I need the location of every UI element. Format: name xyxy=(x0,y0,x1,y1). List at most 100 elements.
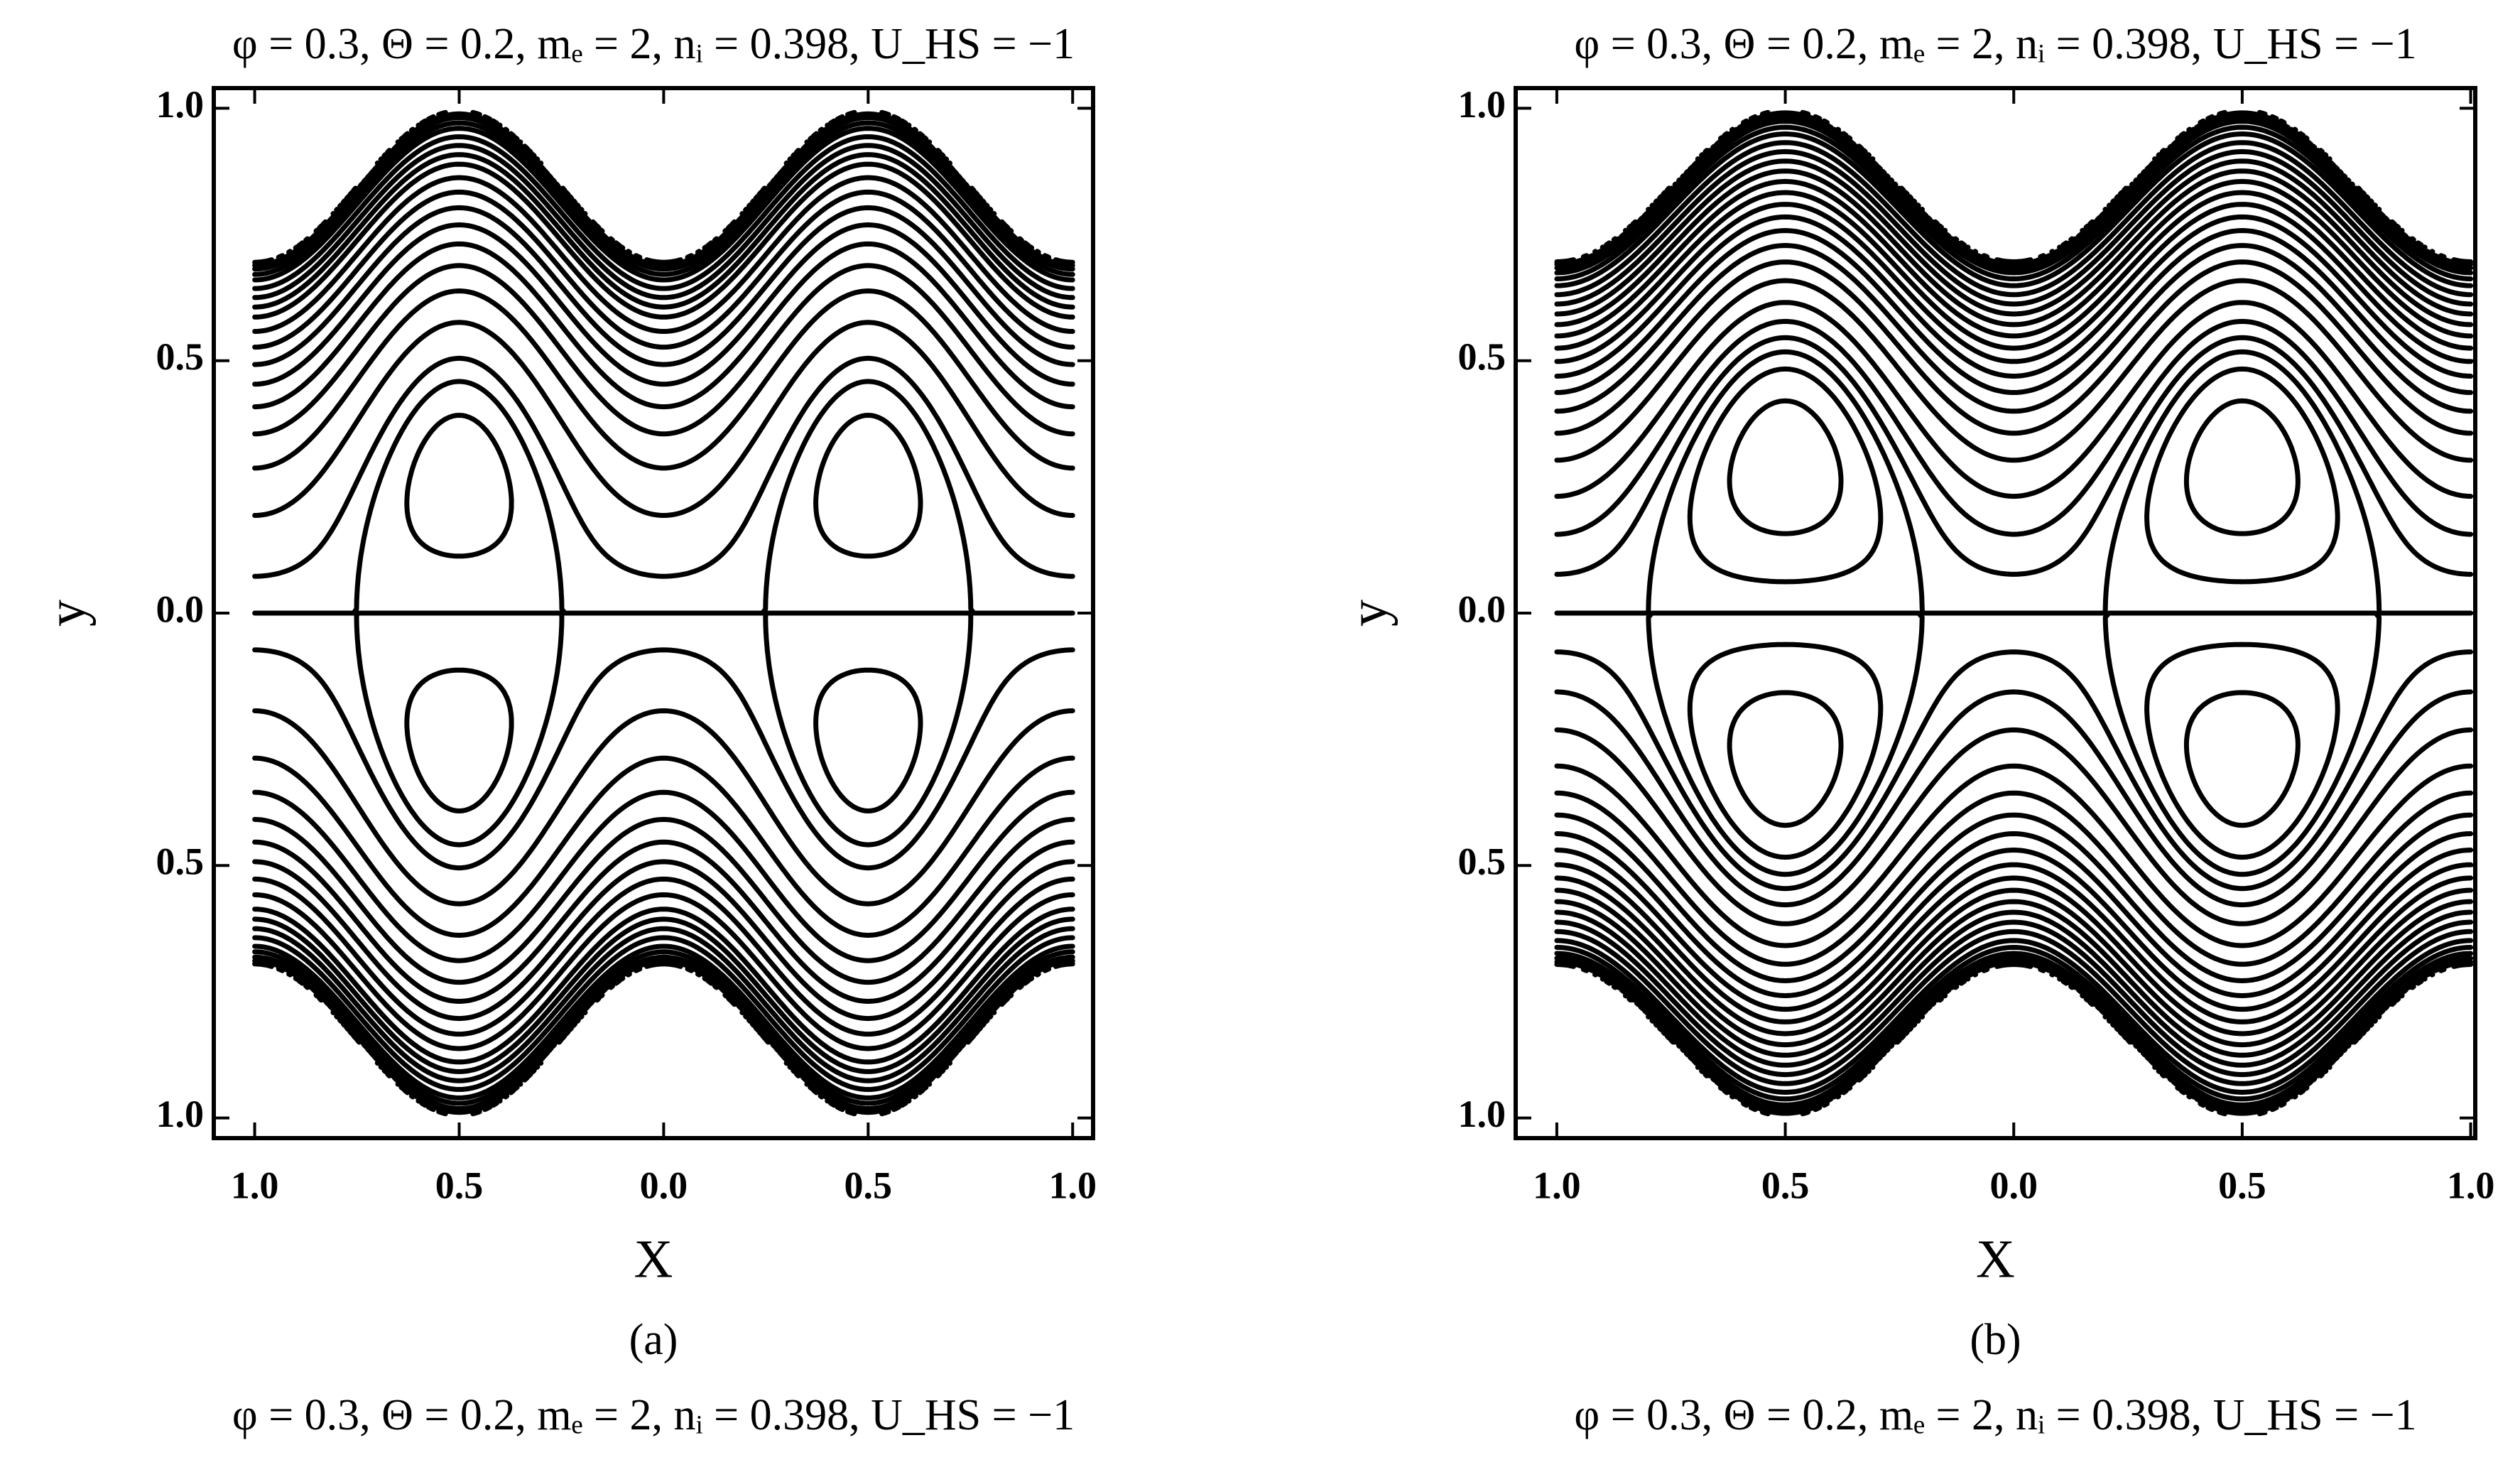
contour-line xyxy=(252,755,1075,938)
contour-line xyxy=(252,859,1075,1022)
contour-line xyxy=(1554,812,2474,983)
contour-line xyxy=(1554,131,2474,288)
contour-line xyxy=(252,134,1075,291)
contour-line xyxy=(252,926,1075,1083)
x-tick-label: 0.0 xyxy=(1989,1164,2038,1206)
panel: φ = 0.3, Θ = 0.2, mₑ = 2, nᵢ = 0.398, U_… xyxy=(36,20,1097,1439)
x-tick-label: 0.5 xyxy=(2218,1164,2266,1206)
y-tick-label: 1.0 xyxy=(1458,83,1506,126)
contour-line xyxy=(252,152,1075,310)
contour-line xyxy=(252,288,1075,471)
contour-line xyxy=(1554,243,2474,414)
contour-line xyxy=(252,222,1075,387)
contour-line xyxy=(1554,178,2474,339)
contour-line xyxy=(1554,259,2474,436)
contour-line xyxy=(252,708,1075,907)
contour-line xyxy=(1554,945,2474,1102)
contour-line xyxy=(252,189,1075,350)
contour-line xyxy=(1554,124,2474,281)
contour-line xyxy=(1554,790,2474,967)
contour-line xyxy=(1554,349,2474,877)
contour-line xyxy=(252,839,1075,1004)
contour-line xyxy=(252,241,1075,410)
contour-line xyxy=(252,961,1075,1117)
contour-line xyxy=(1554,140,2474,298)
contour-line xyxy=(1554,909,2474,1068)
contour-line xyxy=(1554,938,2474,1095)
contour-line xyxy=(252,892,1075,1051)
x-tick-label: 1.0 xyxy=(1533,1164,1581,1206)
contour-line xyxy=(1554,956,2474,1113)
contour-line xyxy=(1554,848,2474,1012)
contour-line xyxy=(252,120,1075,277)
contour-line xyxy=(1554,114,2474,271)
contour-line xyxy=(252,876,1075,1037)
contour-line xyxy=(252,126,1075,283)
contour-line xyxy=(252,175,1075,334)
x-tick-label: 1.0 xyxy=(1048,1164,1097,1206)
x-tick-label: 1.0 xyxy=(231,1164,279,1206)
contour-line xyxy=(252,263,1075,437)
contour-line xyxy=(1554,300,2474,499)
contour-line xyxy=(1554,158,2474,317)
contour-line xyxy=(1554,919,2474,1078)
y-tick-label: 0.5 xyxy=(1458,840,1506,883)
y-axis-label: y xyxy=(36,600,96,627)
y-tick-label: 1.0 xyxy=(156,83,205,126)
y-tick-label: 0.5 xyxy=(1458,335,1506,378)
y-tick-label: 0.0 xyxy=(1458,588,1506,630)
contour-line xyxy=(1554,202,2474,364)
y-tick-label: 0.5 xyxy=(156,840,205,883)
contour-line xyxy=(1554,763,2474,948)
contours xyxy=(1554,109,2474,1117)
contour-line xyxy=(1554,875,2474,1037)
chart-title: φ = 0.3, Θ = 0.2, mₑ = 2, nᵢ = 0.398, U_… xyxy=(1574,20,2416,68)
contour-line xyxy=(252,109,1075,265)
x-tick-label: 0.5 xyxy=(435,1164,484,1206)
contour-line xyxy=(1554,929,2474,1086)
contour-line xyxy=(1554,228,2474,395)
contour-line xyxy=(1554,168,2474,328)
contour-line xyxy=(1554,398,2474,908)
contour-line xyxy=(252,816,1075,985)
chart-title: φ = 0.3, Θ = 0.2, mₑ = 2, nᵢ = 0.398, U_… xyxy=(232,20,1075,68)
x-tick-label: 1.0 xyxy=(2447,1164,2495,1206)
contour-line xyxy=(252,935,1075,1092)
contour-line xyxy=(252,143,1075,301)
y-tick-label: 1.0 xyxy=(1458,1093,1506,1135)
contour-line xyxy=(1554,887,2474,1048)
contour-line xyxy=(252,789,1075,963)
contour-line xyxy=(252,943,1075,1100)
contour-line xyxy=(252,949,1075,1106)
y-tick-label: 0.0 xyxy=(156,588,205,630)
contour-line xyxy=(252,379,1075,848)
panel: φ = 0.3, Θ = 0.2, mₑ = 2, nᵢ = 0.398, U_… xyxy=(1338,20,2494,1439)
contour-line xyxy=(1554,278,2474,463)
contour-line xyxy=(1554,148,2474,307)
contour-line xyxy=(1554,831,2474,998)
contour-line xyxy=(1554,214,2474,379)
contour-line xyxy=(252,161,1075,320)
x-axis-label: X xyxy=(634,1229,673,1289)
contour-line xyxy=(252,916,1075,1074)
note: φ = 0.3, Θ = 0.2, mₑ = 2, nᵢ = 0.398, U_… xyxy=(1574,1391,2416,1439)
contour-line xyxy=(1554,190,2474,351)
contour-line xyxy=(1554,366,2474,892)
contour-line xyxy=(252,205,1075,367)
contour-line xyxy=(252,355,1075,813)
contour-line xyxy=(1554,727,2474,926)
y-tick-label: 0.5 xyxy=(156,335,205,378)
x-tick-label: 0.5 xyxy=(844,1164,893,1206)
contour-line xyxy=(1554,109,2474,264)
contour-line xyxy=(1554,862,2474,1024)
y-tick-label: 1.0 xyxy=(156,1093,205,1135)
contour-line xyxy=(1554,962,2474,1117)
contour-line xyxy=(252,320,1075,518)
x-tick-label: 0.0 xyxy=(640,1164,688,1206)
caption: (a) xyxy=(629,1316,678,1364)
x-tick-label: 0.5 xyxy=(1761,1164,1810,1206)
contour-line xyxy=(1554,899,2474,1058)
contour-line xyxy=(1554,318,2474,828)
contour-line xyxy=(1554,951,2474,1108)
contours xyxy=(252,109,1075,1117)
